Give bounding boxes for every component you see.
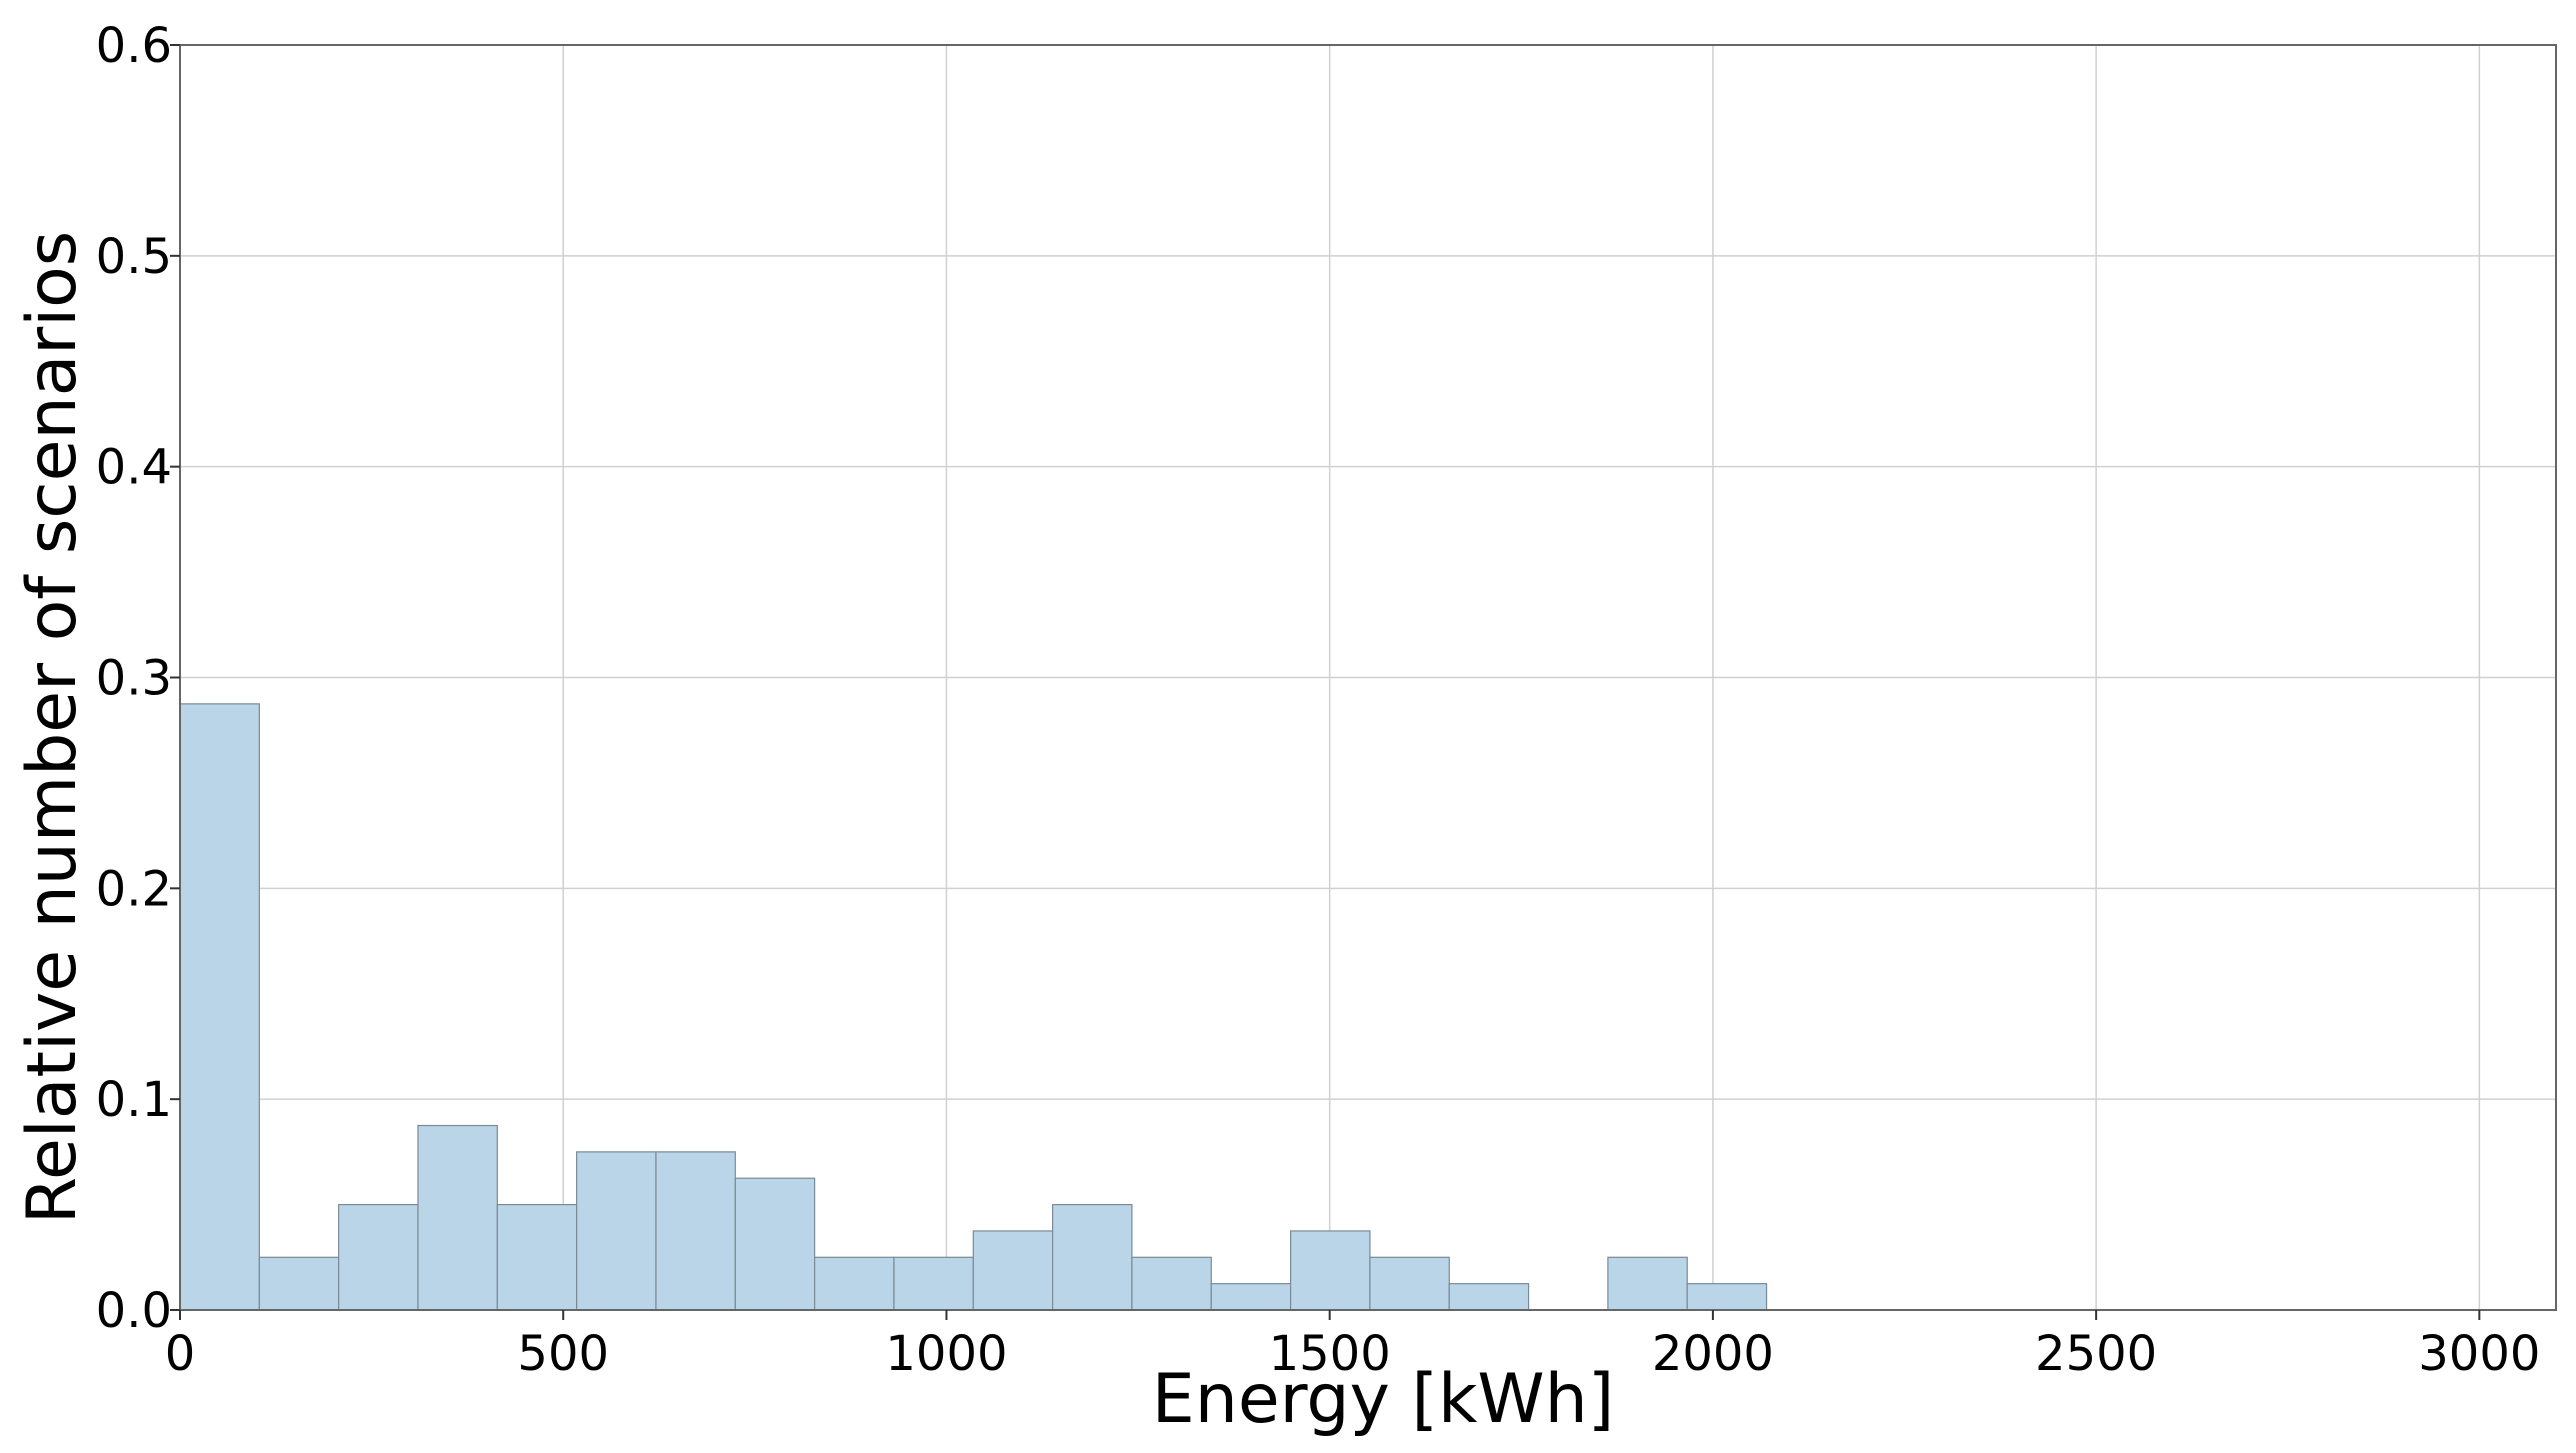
y-tick-label: 0.1 [96, 1072, 172, 1128]
y-tick-label: 0.3 [96, 651, 172, 707]
histogram-bar-10 [972, 1230, 1054, 1311]
histogram-bar-18 [1607, 1256, 1688, 1311]
x-tick-label: 1500 [1269, 1326, 1391, 1382]
y-tick-label: 0.6 [96, 18, 172, 74]
histogram-bar-6 [655, 1151, 736, 1311]
y-tick-label: 0.4 [96, 440, 172, 496]
y-tick-labels: 0.0 0.1 0.2 0.3 0.4 0.5 0.6 [96, 18, 172, 1339]
histogram-bars [179, 703, 1768, 1311]
histogram-bar-12 [1131, 1256, 1212, 1311]
histogram-bar-14 [1289, 1230, 1371, 1311]
x-tick-label: 500 [517, 1326, 609, 1382]
histogram-bar-15 [1369, 1256, 1450, 1311]
y-axis-title: Relative number of scenarios [13, 231, 92, 1224]
x-tick-label: 1000 [885, 1326, 1007, 1382]
y-tick-label: 0.2 [96, 861, 172, 917]
x-tick-label: 2000 [1652, 1326, 1774, 1382]
histogram-bar-13 [1210, 1283, 1292, 1311]
x-tick-label: 0 [165, 1326, 196, 1382]
tick-marks [170, 44, 2481, 1320]
grid [179, 44, 2556, 1311]
histogram-bar-7 [734, 1177, 816, 1311]
histogram-bar-3 [417, 1124, 498, 1311]
histogram-bar-0 [179, 703, 260, 1311]
histogram-bar-5 [576, 1151, 657, 1311]
x-tick-label: 2500 [2035, 1326, 2157, 1382]
histogram-bar-1 [258, 1256, 340, 1311]
histogram-bar-9 [893, 1256, 974, 1311]
histogram-bar-19 [1686, 1283, 1768, 1311]
histogram-bar-4 [496, 1203, 578, 1311]
y-tick-label: 0.5 [96, 229, 172, 285]
histogram-bar-16 [1448, 1283, 1530, 1311]
x-tick-label: 3000 [2418, 1326, 2540, 1382]
histogram-bar-8 [814, 1256, 895, 1311]
x-tick-labels: 0 500 1000 1500 2000 2500 3000 [165, 1326, 2541, 1382]
x-axis-title: Energy [kWh] [1152, 1360, 1614, 1439]
histogram-bar-11 [1052, 1203, 1133, 1311]
y-tick-label: 0.0 [96, 1283, 172, 1339]
histogram-bar-2 [338, 1203, 419, 1311]
